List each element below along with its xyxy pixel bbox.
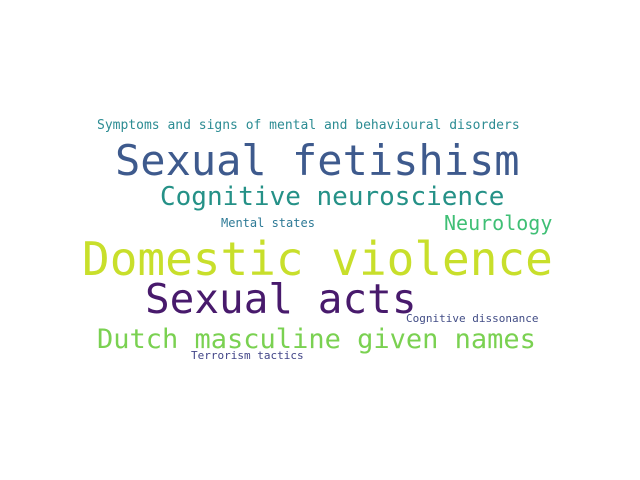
word-symptoms-and-signs: Symptoms and signs of mental and behavio… [97, 118, 520, 133]
word-dutch-masculine-given-names: Dutch masculine given names [97, 324, 536, 355]
word-sexual-acts: Sexual acts [145, 275, 417, 323]
word-sexual-fetishism: Sexual fetishism [115, 136, 520, 185]
word-cognitive-dissonance: Cognitive dissonance [406, 312, 539, 325]
word-terrorism-tactics: Terrorism tactics [191, 349, 304, 362]
word-domestic-violence: Domestic violence [82, 232, 553, 286]
word-cognitive-neuroscience: Cognitive neuroscience [160, 182, 505, 212]
word-neurology: Neurology [444, 211, 553, 235]
word-mental-states: Mental states [221, 216, 315, 230]
